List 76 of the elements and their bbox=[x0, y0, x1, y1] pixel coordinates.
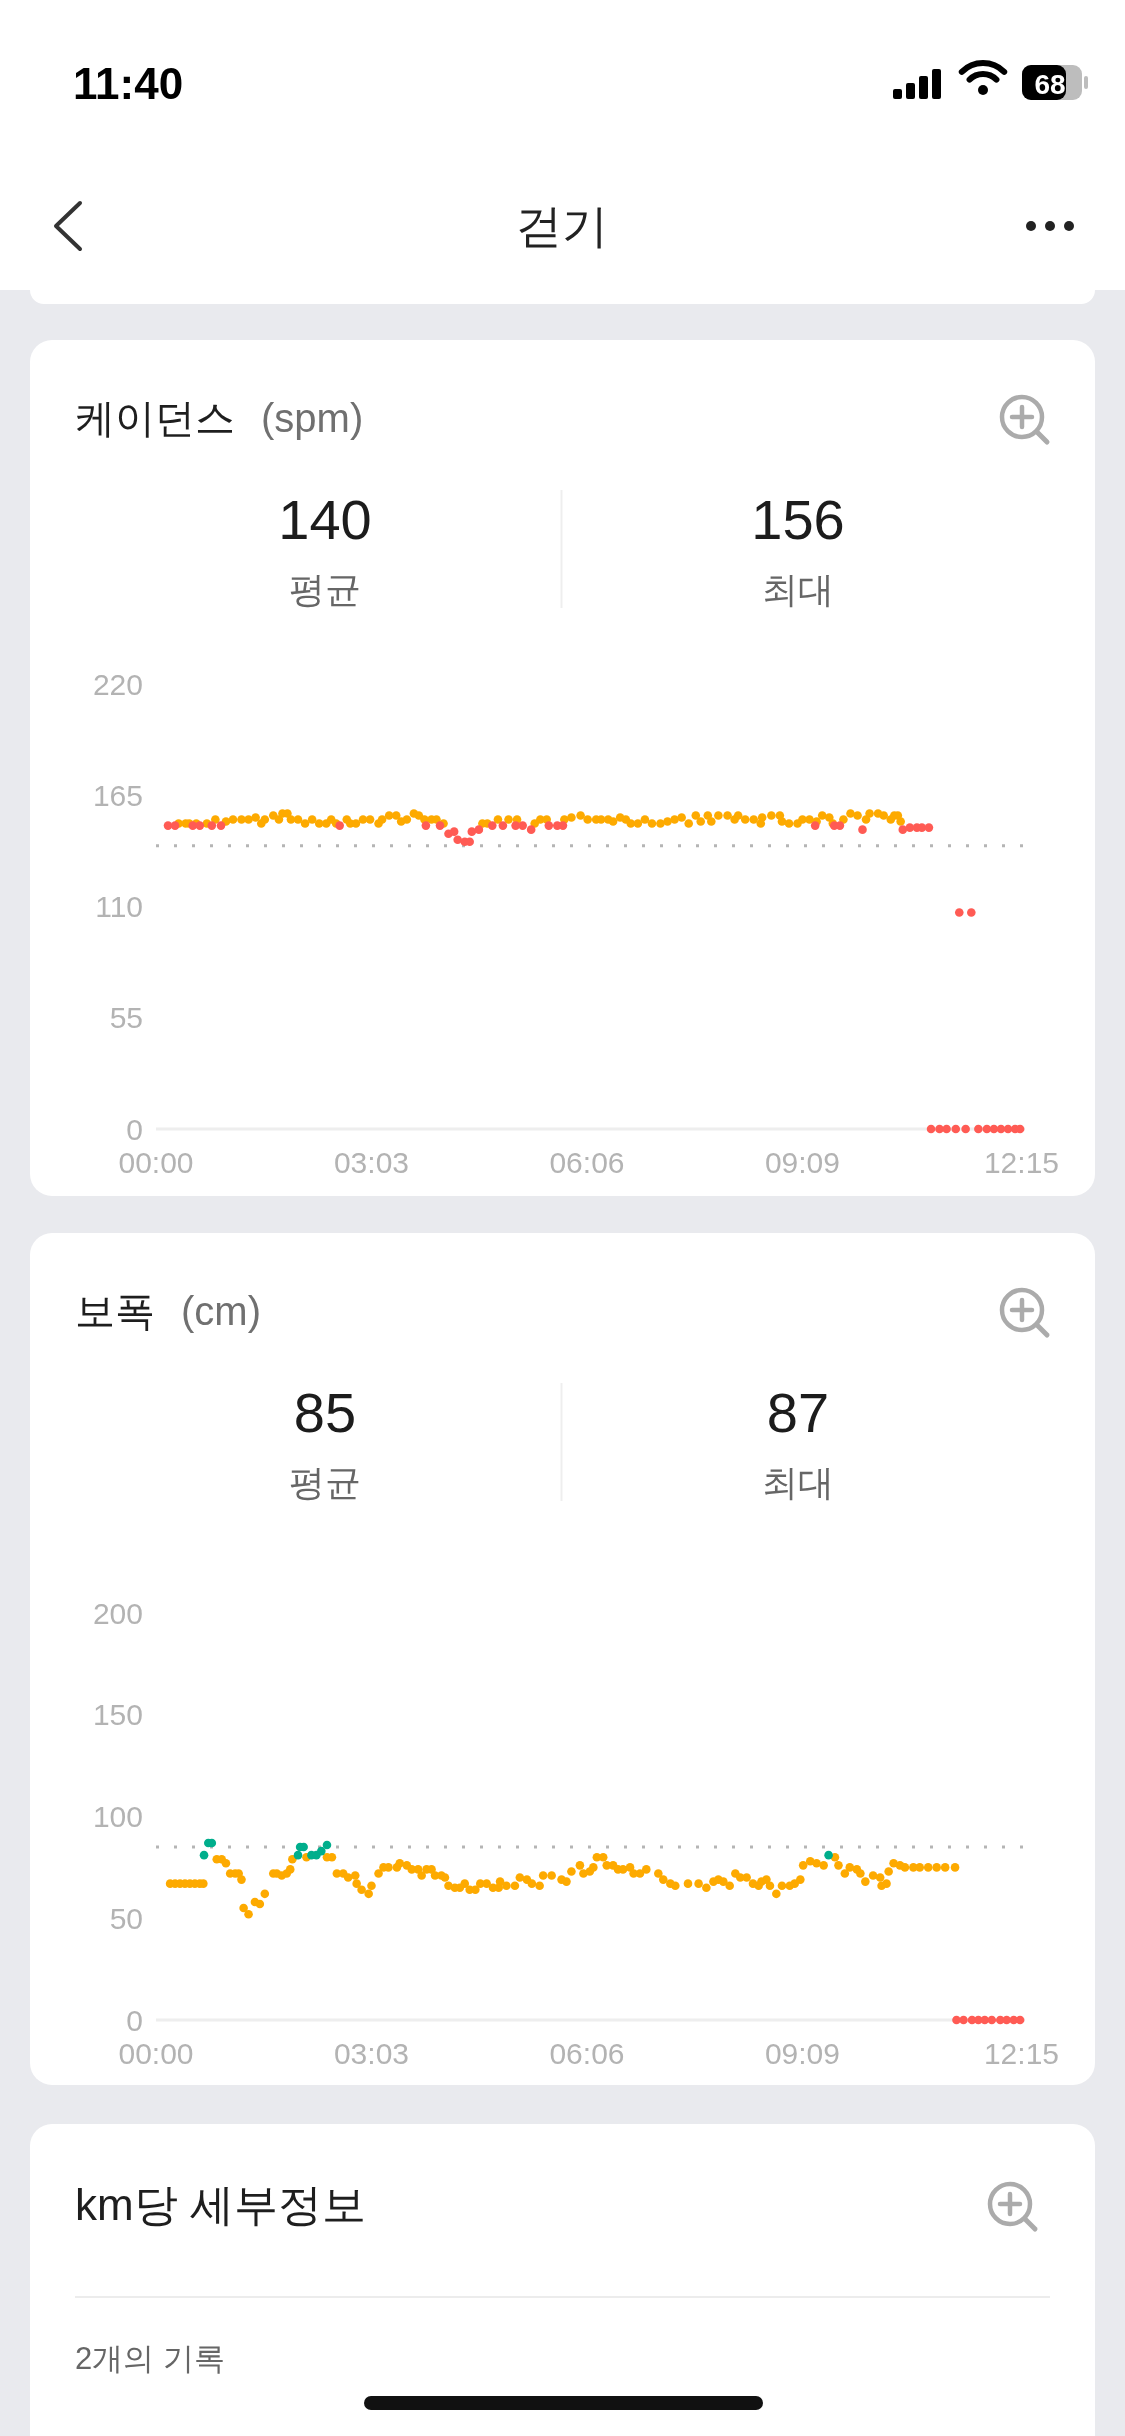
point bbox=[421, 821, 431, 830]
point bbox=[967, 908, 976, 917]
point bbox=[518, 821, 527, 830]
chart-title: 보폭 bbox=[75, 1289, 155, 1333]
point bbox=[824, 1850, 833, 1860]
point bbox=[170, 821, 180, 830]
point bbox=[293, 1850, 303, 1860]
point bbox=[982, 1124, 992, 1134]
text: 156 bbox=[751, 488, 845, 551]
point bbox=[974, 1124, 983, 1134]
point bbox=[449, 827, 459, 836]
point bbox=[942, 1124, 951, 1134]
text: 87 bbox=[766, 1381, 830, 1444]
point bbox=[199, 1850, 209, 1860]
point bbox=[467, 827, 477, 836]
point bbox=[980, 2015, 990, 2025]
text: 68 bbox=[1034, 69, 1066, 100]
y-tick-label: 100 bbox=[92, 1800, 143, 1833]
text: 최대 bbox=[762, 569, 834, 610]
chart-subtitle: (cm) bbox=[181, 1289, 261, 1333]
y-tick-label: 220 bbox=[92, 667, 143, 701]
point bbox=[453, 835, 462, 845]
point bbox=[216, 821, 226, 830]
text: 140 bbox=[278, 488, 372, 551]
text: 2개의 기록 bbox=[75, 2341, 225, 2376]
point bbox=[474, 825, 484, 834]
point bbox=[207, 821, 217, 830]
point bbox=[195, 821, 205, 830]
y-tick-label: 50 bbox=[109, 1901, 143, 1935]
point bbox=[898, 825, 908, 834]
y-tick-label: 110 bbox=[95, 890, 143, 923]
y-tick-label: 0 bbox=[126, 2003, 143, 2037]
x-tick-label: 00:00 bbox=[118, 1146, 194, 1179]
point bbox=[498, 821, 508, 830]
point bbox=[544, 821, 554, 830]
x-tick-label: 03:03 bbox=[333, 2037, 410, 2070]
point bbox=[526, 825, 536, 834]
point bbox=[905, 823, 915, 832]
point bbox=[955, 908, 964, 917]
text: 85 bbox=[293, 1381, 357, 1444]
x-tick-label: 09:09 bbox=[764, 2037, 840, 2070]
x-tick-label: 12:15 bbox=[983, 1146, 1060, 1179]
y-tick-label: 200 bbox=[92, 1596, 143, 1630]
text: 걷기 bbox=[516, 200, 608, 252]
chart-subtitle: (spm) bbox=[261, 396, 364, 440]
text: 11:40 bbox=[73, 59, 184, 108]
point bbox=[317, 1846, 326, 1856]
x-tick-label: 12:15 bbox=[983, 2037, 1060, 2070]
chart-title: 케이던스 bbox=[75, 396, 235, 440]
point bbox=[163, 821, 173, 830]
text: 평균 bbox=[289, 1462, 361, 1503]
point bbox=[987, 2015, 997, 2025]
point bbox=[322, 1840, 332, 1850]
point bbox=[488, 821, 497, 830]
point bbox=[951, 1124, 961, 1134]
point bbox=[511, 821, 520, 830]
y-tick-label: 55 bbox=[109, 1001, 143, 1035]
point bbox=[858, 825, 867, 834]
text: 최대 bbox=[762, 1462, 834, 1503]
point bbox=[926, 1124, 936, 1134]
text: 평균 bbox=[289, 569, 361, 610]
x-tick-label: 03:03 bbox=[333, 1146, 410, 1179]
point bbox=[810, 821, 820, 830]
point bbox=[335, 821, 344, 830]
y-tick-label: 150 bbox=[92, 1698, 143, 1732]
point bbox=[435, 821, 445, 830]
point bbox=[924, 823, 934, 832]
text: km당 세부정보 bbox=[75, 2180, 366, 2229]
y-tick-label: 0 bbox=[126, 1112, 143, 1146]
x-tick-label: 06:06 bbox=[549, 2037, 625, 2070]
y-tick-label: 165 bbox=[92, 778, 143, 812]
x-tick-label: 09:09 bbox=[764, 1146, 840, 1179]
x-tick-label: 06:06 bbox=[549, 1146, 625, 1179]
point bbox=[959, 2015, 968, 2025]
point bbox=[961, 1124, 970, 1134]
x-tick-label: 00:00 bbox=[118, 2037, 194, 2070]
